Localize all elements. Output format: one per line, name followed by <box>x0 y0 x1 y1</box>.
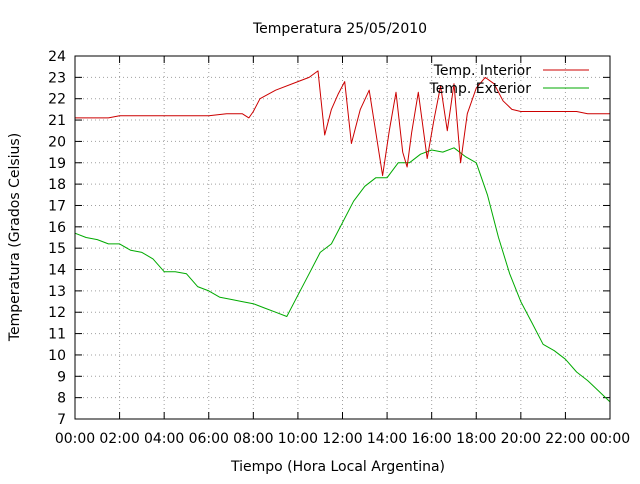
legend-label: Temp. Interior <box>433 63 532 79</box>
y-tick-label: 11 <box>48 327 66 343</box>
y-tick-label: 14 <box>48 263 66 279</box>
x-tick-label: 10:00 <box>278 431 318 447</box>
x-tick-label: 18:00 <box>456 431 496 447</box>
y-tick-label: 10 <box>48 348 66 364</box>
series-line-exterior <box>74 147 611 403</box>
x-tick-label: 06:00 <box>189 431 229 447</box>
x-tick-label: 14:00 <box>367 431 407 447</box>
y-tick-label: 16 <box>48 220 66 236</box>
x-tick-label: 12:00 <box>322 431 362 447</box>
x-tick-label: 16:00 <box>411 431 451 447</box>
x-tick-label: 00:00 <box>55 431 95 447</box>
chart-title: Temperatura 25/05/2010 <box>252 21 427 37</box>
x-tick-label: 20:00 <box>501 431 541 447</box>
y-axis-label: Temperatura (Grados Celsius) <box>7 133 23 342</box>
x-tick-label: 00:00 <box>590 431 630 447</box>
y-tick-label: 7 <box>57 412 66 428</box>
y-tick-label: 24 <box>48 49 66 65</box>
x-tick-label: 04:00 <box>144 431 184 447</box>
plot-frame <box>74 55 611 420</box>
y-tick-label: 23 <box>48 70 66 86</box>
x-axis-label: Tiempo (Hora Local Argentina) <box>230 459 445 475</box>
data-series <box>74 70 611 403</box>
y-tick-label: 21 <box>48 113 66 129</box>
y-tick-label: 20 <box>48 134 66 150</box>
x-tick-label: 22:00 <box>545 431 585 447</box>
y-tick-label: 17 <box>48 198 66 214</box>
grid-lines <box>75 56 610 419</box>
x-tick-label: 08:00 <box>233 431 273 447</box>
y-tick-label: 12 <box>48 305 66 321</box>
x-tick-label: 02:00 <box>99 431 139 447</box>
y-tick-label: 19 <box>48 156 66 172</box>
y-tick-label: 8 <box>57 391 66 407</box>
series-line-interior <box>75 70 610 177</box>
y-tick-label: 22 <box>48 92 66 108</box>
y-tick-label: 18 <box>48 177 66 193</box>
y-tick-label: 15 <box>48 241 66 257</box>
y-tick-label: 13 <box>48 284 66 300</box>
y-tick-label: 9 <box>57 369 66 385</box>
legend: Temp. Interior Temp. Exterior <box>429 63 589 97</box>
legend-label: Temp. Exterior <box>429 81 532 97</box>
